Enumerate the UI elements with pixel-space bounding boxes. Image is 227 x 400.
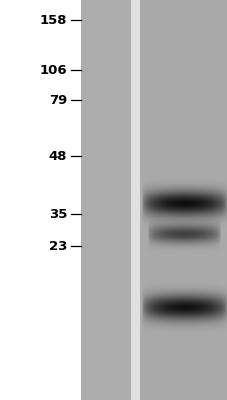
Text: 158: 158 (39, 14, 67, 26)
Text: 48: 48 (49, 150, 67, 162)
Bar (140, 0, 227, 400)
Text: 79: 79 (49, 94, 67, 106)
Text: 23: 23 (49, 240, 67, 252)
Text: 35: 35 (49, 208, 67, 220)
Bar (131, 0, 140, 400)
Text: 106: 106 (39, 64, 67, 76)
Bar (81, 0, 131, 400)
